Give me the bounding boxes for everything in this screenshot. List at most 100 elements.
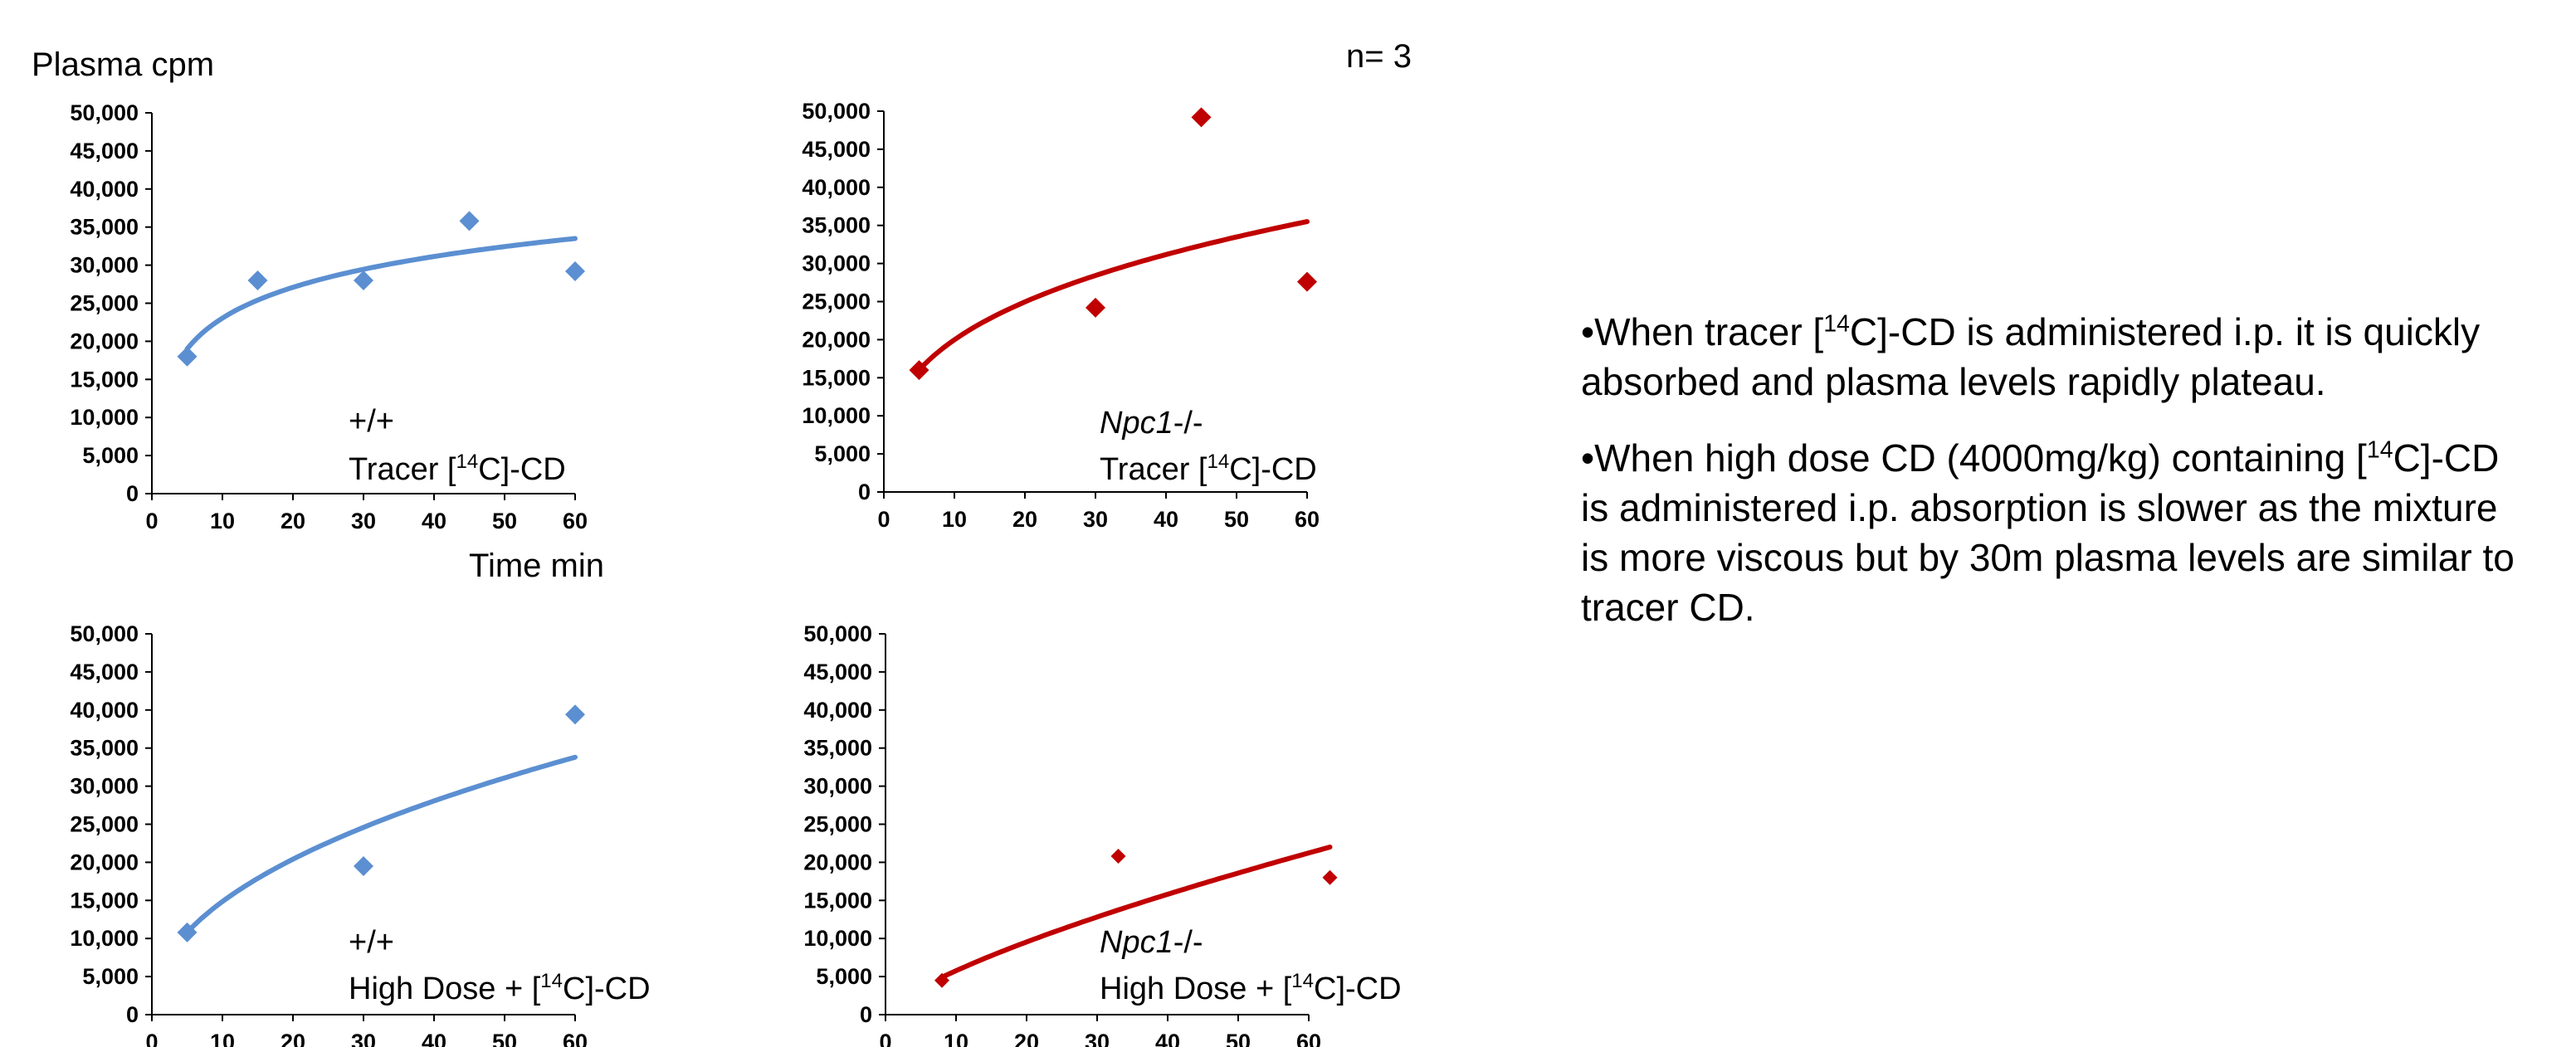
y-tick-label: 35,000 — [802, 213, 871, 238]
bullet-tracer: •When tracer [14C]-CD is administered i.… — [1581, 307, 2569, 407]
data-point — [354, 270, 373, 290]
y-tick-label: 25,000 — [803, 812, 872, 837]
genotype-text: +/+ — [349, 925, 394, 960]
y-tick-label: 15,000 — [802, 365, 871, 390]
y-tick-label: 10,000 — [70, 926, 139, 951]
y-tick-label: 15,000 — [70, 367, 139, 392]
x-tick-label: 0 — [145, 1030, 158, 1047]
genotype-label: +/+ — [349, 925, 394, 960]
data-point — [247, 270, 268, 290]
y-tick-label: 20,000 — [70, 850, 139, 874]
x-tick-label: 20 — [281, 509, 305, 533]
x-tick-label: 50 — [492, 1030, 517, 1047]
treatment-pre: High Dose + [ — [1100, 972, 1292, 1006]
treatment-sup: 14 — [540, 970, 563, 992]
treatment-label: High Dose + [14C]-CD — [1100, 970, 1402, 1006]
y-tick-label: 30,000 — [803, 774, 872, 799]
genotype-text: -/- — [1173, 925, 1203, 960]
y-tick-label: 40,000 — [803, 698, 872, 723]
y-tick-label: 20,000 — [70, 329, 139, 353]
x-tick-label: 20 — [281, 1030, 305, 1047]
y-tick-label: 50,000 — [803, 621, 872, 646]
y-tick-label: 45,000 — [70, 660, 139, 684]
trendline — [184, 754, 578, 935]
x-tick-label: 40 — [1154, 507, 1178, 532]
y-tick-label: 25,000 — [70, 812, 139, 837]
x-tick-label: 30 — [1085, 1030, 1110, 1047]
x-tick-label: 0 — [145, 509, 158, 533]
data-point — [565, 704, 585, 725]
genotype-text: +/+ — [349, 404, 394, 439]
y-tick-label: 30,000 — [70, 253, 139, 278]
x-tick-label: 40 — [422, 1030, 446, 1047]
y-tick-label: 40,000 — [70, 177, 139, 202]
x-tick-label: 10 — [210, 509, 235, 533]
genotype-italic: Npc1 — [1100, 925, 1173, 960]
x-tick-label: 60 — [1296, 1030, 1321, 1047]
x-tick-label: 50 — [1226, 1030, 1251, 1047]
genotype-text: -/- — [1173, 406, 1203, 441]
data-point — [354, 855, 373, 876]
y-tick-label: 50,000 — [70, 100, 139, 125]
y-tick-label: 50,000 — [802, 99, 871, 124]
genotype-label: Npc1-/- — [1100, 406, 1203, 441]
y-tick-label: 25,000 — [70, 291, 139, 316]
chart-4: 0 5,000 10,000 15,000 20,000 25,000 30,000 35,0… — [803, 621, 1401, 1047]
y-tick-label: 0 — [126, 1002, 139, 1027]
data-point — [909, 360, 929, 381]
x-tick-label: 40 — [1155, 1030, 1180, 1047]
bullet-1-text-a: •When tracer [ — [1581, 310, 1824, 353]
treatment-label: Tracer [14C]-CD — [349, 450, 566, 487]
treatment-pre: Tracer [ — [349, 452, 456, 487]
treatment-pre: Tracer [ — [1100, 452, 1208, 487]
data-point — [565, 261, 585, 281]
y-tick-label: 45,000 — [803, 660, 872, 684]
y-tick-label: 5,000 — [814, 441, 871, 466]
x-tick-label: 60 — [1295, 507, 1320, 532]
y-tick-label: 15,000 — [70, 888, 139, 913]
treatment-label: High Dose + [14C]-CD — [349, 970, 651, 1006]
data-point — [1086, 297, 1105, 318]
y-tick-label: 35,000 — [70, 736, 139, 761]
x-tick-label: 30 — [351, 509, 376, 533]
charts-svg: 0 5,000 10,000 15,000 20,000 25,000 30,000 35,0… — [70, 99, 1401, 1047]
y-tick-label: 35,000 — [70, 215, 139, 240]
treatment-sup: 14 — [456, 450, 479, 473]
genotype-italic: Npc1 — [1100, 406, 1173, 441]
data-point — [1191, 107, 1212, 128]
treatment-post: C]-CD — [478, 452, 566, 487]
y-tick-label: 0 — [858, 480, 871, 504]
chart-2: 0 5,000 10,000 15,000 20,000 25,000 30,000 35,0… — [802, 99, 1320, 532]
bullet-2-text-a: •When high dose CD (4000mg/kg) containin… — [1581, 436, 2367, 480]
x-tick-label: 60 — [563, 509, 588, 533]
x-tick-label: 60 — [563, 1030, 588, 1047]
chart-1: 0 5,000 10,000 15,000 20,000 25,000 30,000 35,0… — [70, 100, 588, 533]
bullet-1-sup: 14 — [1823, 310, 1850, 338]
treatment-pre: High Dose + [ — [349, 972, 541, 1006]
y-tick-label: 30,000 — [802, 251, 871, 276]
bullet-1-text-c: absorbed and plasma levels rapidly plate… — [1581, 360, 2326, 403]
treatment-post: C]-CD — [1229, 452, 1317, 487]
y-tick-label: 5,000 — [82, 964, 139, 989]
y-tick-label: 50,000 — [70, 621, 139, 646]
data-point — [1297, 271, 1317, 292]
bullet-2-sup: 14 — [2366, 436, 2393, 464]
y-tick-label: 25,000 — [802, 290, 871, 314]
y-tick-label: 30,000 — [70, 774, 139, 799]
x-tick-label: 50 — [1224, 507, 1249, 532]
x-tick-label: 30 — [351, 1030, 376, 1047]
bullet-list: •When tracer [14C]-CD is administered i.… — [1581, 307, 2569, 659]
trendline — [939, 845, 1333, 980]
y-tick-label: 40,000 — [802, 175, 871, 200]
trendline — [916, 219, 1310, 373]
y-tick-label: 5,000 — [82, 443, 139, 468]
treatment-sup: 14 — [1208, 450, 1230, 473]
y-tick-label: 10,000 — [70, 405, 139, 430]
y-tick-label: 20,000 — [802, 327, 871, 352]
genotype-label: +/+ — [349, 404, 394, 439]
data-point — [1322, 869, 1338, 885]
bullet-high-dose: •When high dose CD (4000mg/kg) containin… — [1581, 433, 2569, 632]
y-tick-label: 10,000 — [803, 926, 872, 951]
y-tick-label: 0 — [860, 1002, 872, 1027]
y-tick-label: 45,000 — [802, 137, 871, 162]
